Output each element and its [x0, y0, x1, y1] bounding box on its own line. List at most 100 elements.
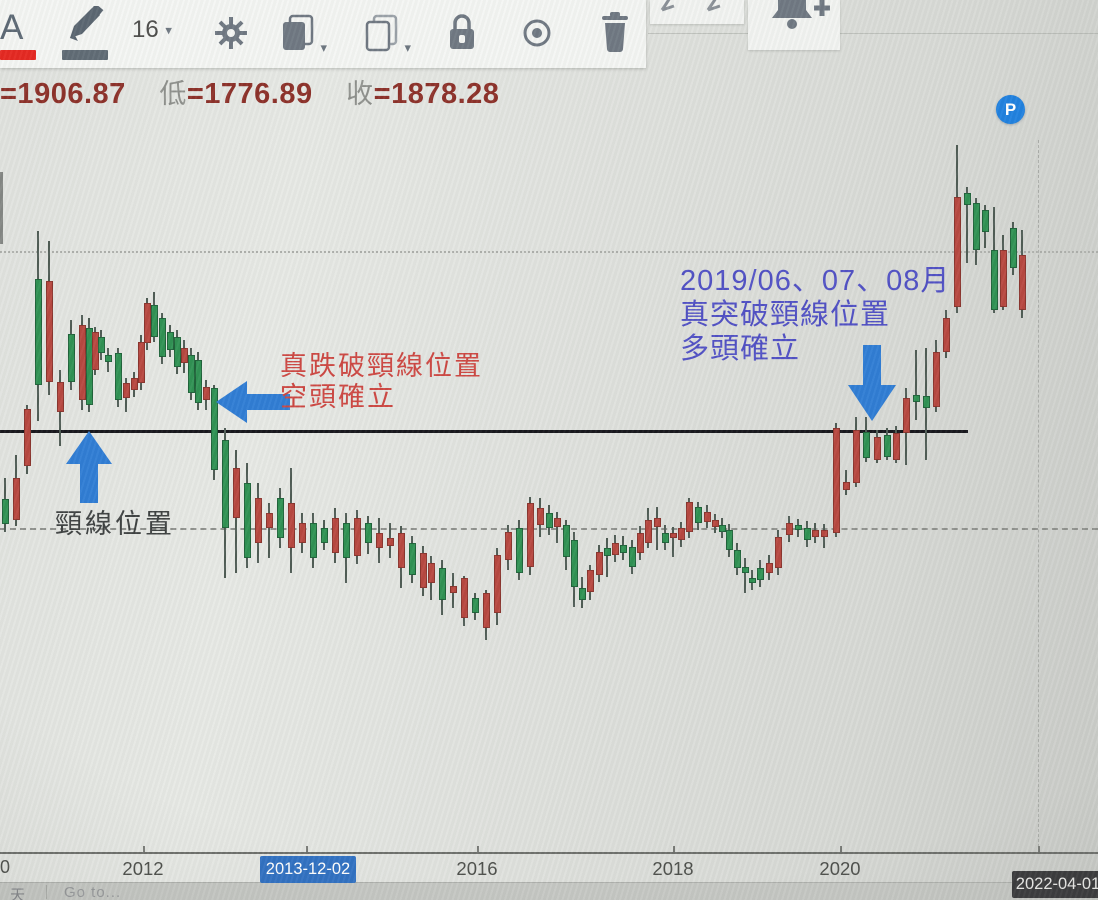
candle-body [786, 523, 793, 535]
candle-body [1010, 228, 1017, 268]
breakout-text-annotation[interactable]: 2019/06、07、08月 真突破頸線位置 多頭確立 [680, 264, 950, 366]
candle-body [775, 537, 782, 568]
candle-body [174, 337, 181, 367]
gray-color-swatch [62, 50, 108, 60]
candle-body [795, 525, 802, 530]
candle-body [678, 528, 685, 540]
candle-body [695, 507, 702, 523]
candle-body [79, 325, 86, 400]
candle-body [115, 353, 122, 400]
close-label: 收 [346, 79, 374, 109]
text-color-button[interactable]: A [0, 10, 36, 60]
candle-body [398, 533, 405, 568]
candle-body [461, 578, 468, 618]
publish-badge[interactable]: P [996, 95, 1025, 124]
down-arrow[interactable] [848, 345, 896, 421]
neckline[interactable] [0, 430, 968, 433]
chevron-down-icon: ▾ [165, 22, 172, 38]
undo-redo-panel-partial[interactable] [650, 0, 744, 24]
breakout-line1: 2019/06、07、08月 [680, 265, 951, 297]
candle-body [505, 532, 512, 560]
candle-body [563, 525, 570, 557]
candle-body [662, 533, 669, 543]
up-arrow[interactable] [66, 431, 112, 505]
candle-body [1019, 255, 1026, 310]
delete-button[interactable] [600, 12, 630, 52]
candle-body [354, 518, 361, 556]
breakdown-text-annotation[interactable]: 真跌破頸線位置 空頭確立 [280, 351, 483, 413]
candle-body [571, 540, 578, 587]
candle-body [863, 432, 870, 458]
candle-body [255, 498, 262, 543]
candle-body [821, 530, 828, 537]
candle-body [546, 513, 553, 528]
pencil-color-button[interactable] [62, 6, 108, 60]
x-axis-label-2018: 2018 [652, 858, 694, 879]
candle-body [923, 396, 930, 408]
pencil-icon [70, 6, 104, 41]
range-end-date-badge: 2022-04-01 [1012, 871, 1098, 898]
layers-icon [283, 14, 314, 50]
x-axis-label-2020: 2020 [819, 858, 861, 879]
candle-body [893, 433, 900, 460]
candle-body [554, 518, 561, 527]
candle-body [299, 523, 306, 543]
candle-body [903, 398, 910, 433]
candle-wick [966, 187, 968, 263]
candle-body [726, 530, 733, 550]
candle-body [343, 523, 350, 558]
breakout-line3: 多頭確立 [680, 333, 801, 365]
candle-body [494, 555, 501, 613]
candle-body [670, 533, 677, 538]
candle-body [13, 478, 20, 520]
candle-body [1000, 250, 1007, 307]
candle-wick [606, 538, 608, 577]
alert-panel-partial[interactable] [748, 0, 840, 50]
candle-body [596, 552, 603, 575]
bell-plus-icon [772, 0, 830, 29]
clone-button[interactable]: ▾ [364, 14, 411, 57]
candle-body [244, 483, 251, 558]
goto-button[interactable]: Go to... [64, 884, 122, 900]
neckline-text-annotation[interactable]: 頸線位置 [55, 509, 175, 539]
x-axis-tick [477, 846, 479, 852]
layers-button[interactable]: ▾ [280, 14, 327, 57]
candle-wick [268, 503, 270, 558]
left-arrow[interactable] [216, 381, 290, 423]
breakdown-line1: 真跌破頸線位置 [280, 351, 483, 381]
candle-body [450, 586, 457, 593]
candle-body [612, 543, 619, 555]
low-label: 低 [159, 79, 187, 109]
candle-body [483, 593, 490, 628]
candle-body [211, 388, 218, 470]
candle-body [686, 502, 693, 532]
timeframe-button[interactable]: 天 [10, 887, 26, 900]
candle-body [843, 482, 850, 490]
candle-body [654, 518, 661, 527]
settings-button[interactable] [212, 14, 250, 52]
candle-body [757, 568, 764, 580]
candle-body [734, 550, 741, 568]
font-size-dropdown[interactable]: 16 ▾ [132, 16, 172, 44]
x-axis-line[interactable] [0, 852, 1098, 854]
candle-body [144, 303, 151, 343]
lock-button[interactable] [446, 12, 478, 54]
candle-body [766, 563, 773, 573]
trash-icon [602, 12, 628, 52]
candle-body [420, 553, 427, 588]
candle-body [203, 387, 210, 400]
eye-icon [523, 19, 551, 47]
candle-body [749, 578, 756, 583]
x-axis-tick [673, 846, 675, 852]
candle-body [645, 520, 652, 543]
visibility-button[interactable] [518, 18, 556, 48]
candle-body [428, 563, 435, 583]
candle-body [439, 568, 446, 600]
candle-body [833, 428, 840, 533]
p-badge-label: P [1004, 99, 1017, 119]
candle-body [719, 525, 726, 532]
panel-divider-line [648, 33, 1098, 34]
x-axis-partial-label: 0 [0, 857, 11, 877]
